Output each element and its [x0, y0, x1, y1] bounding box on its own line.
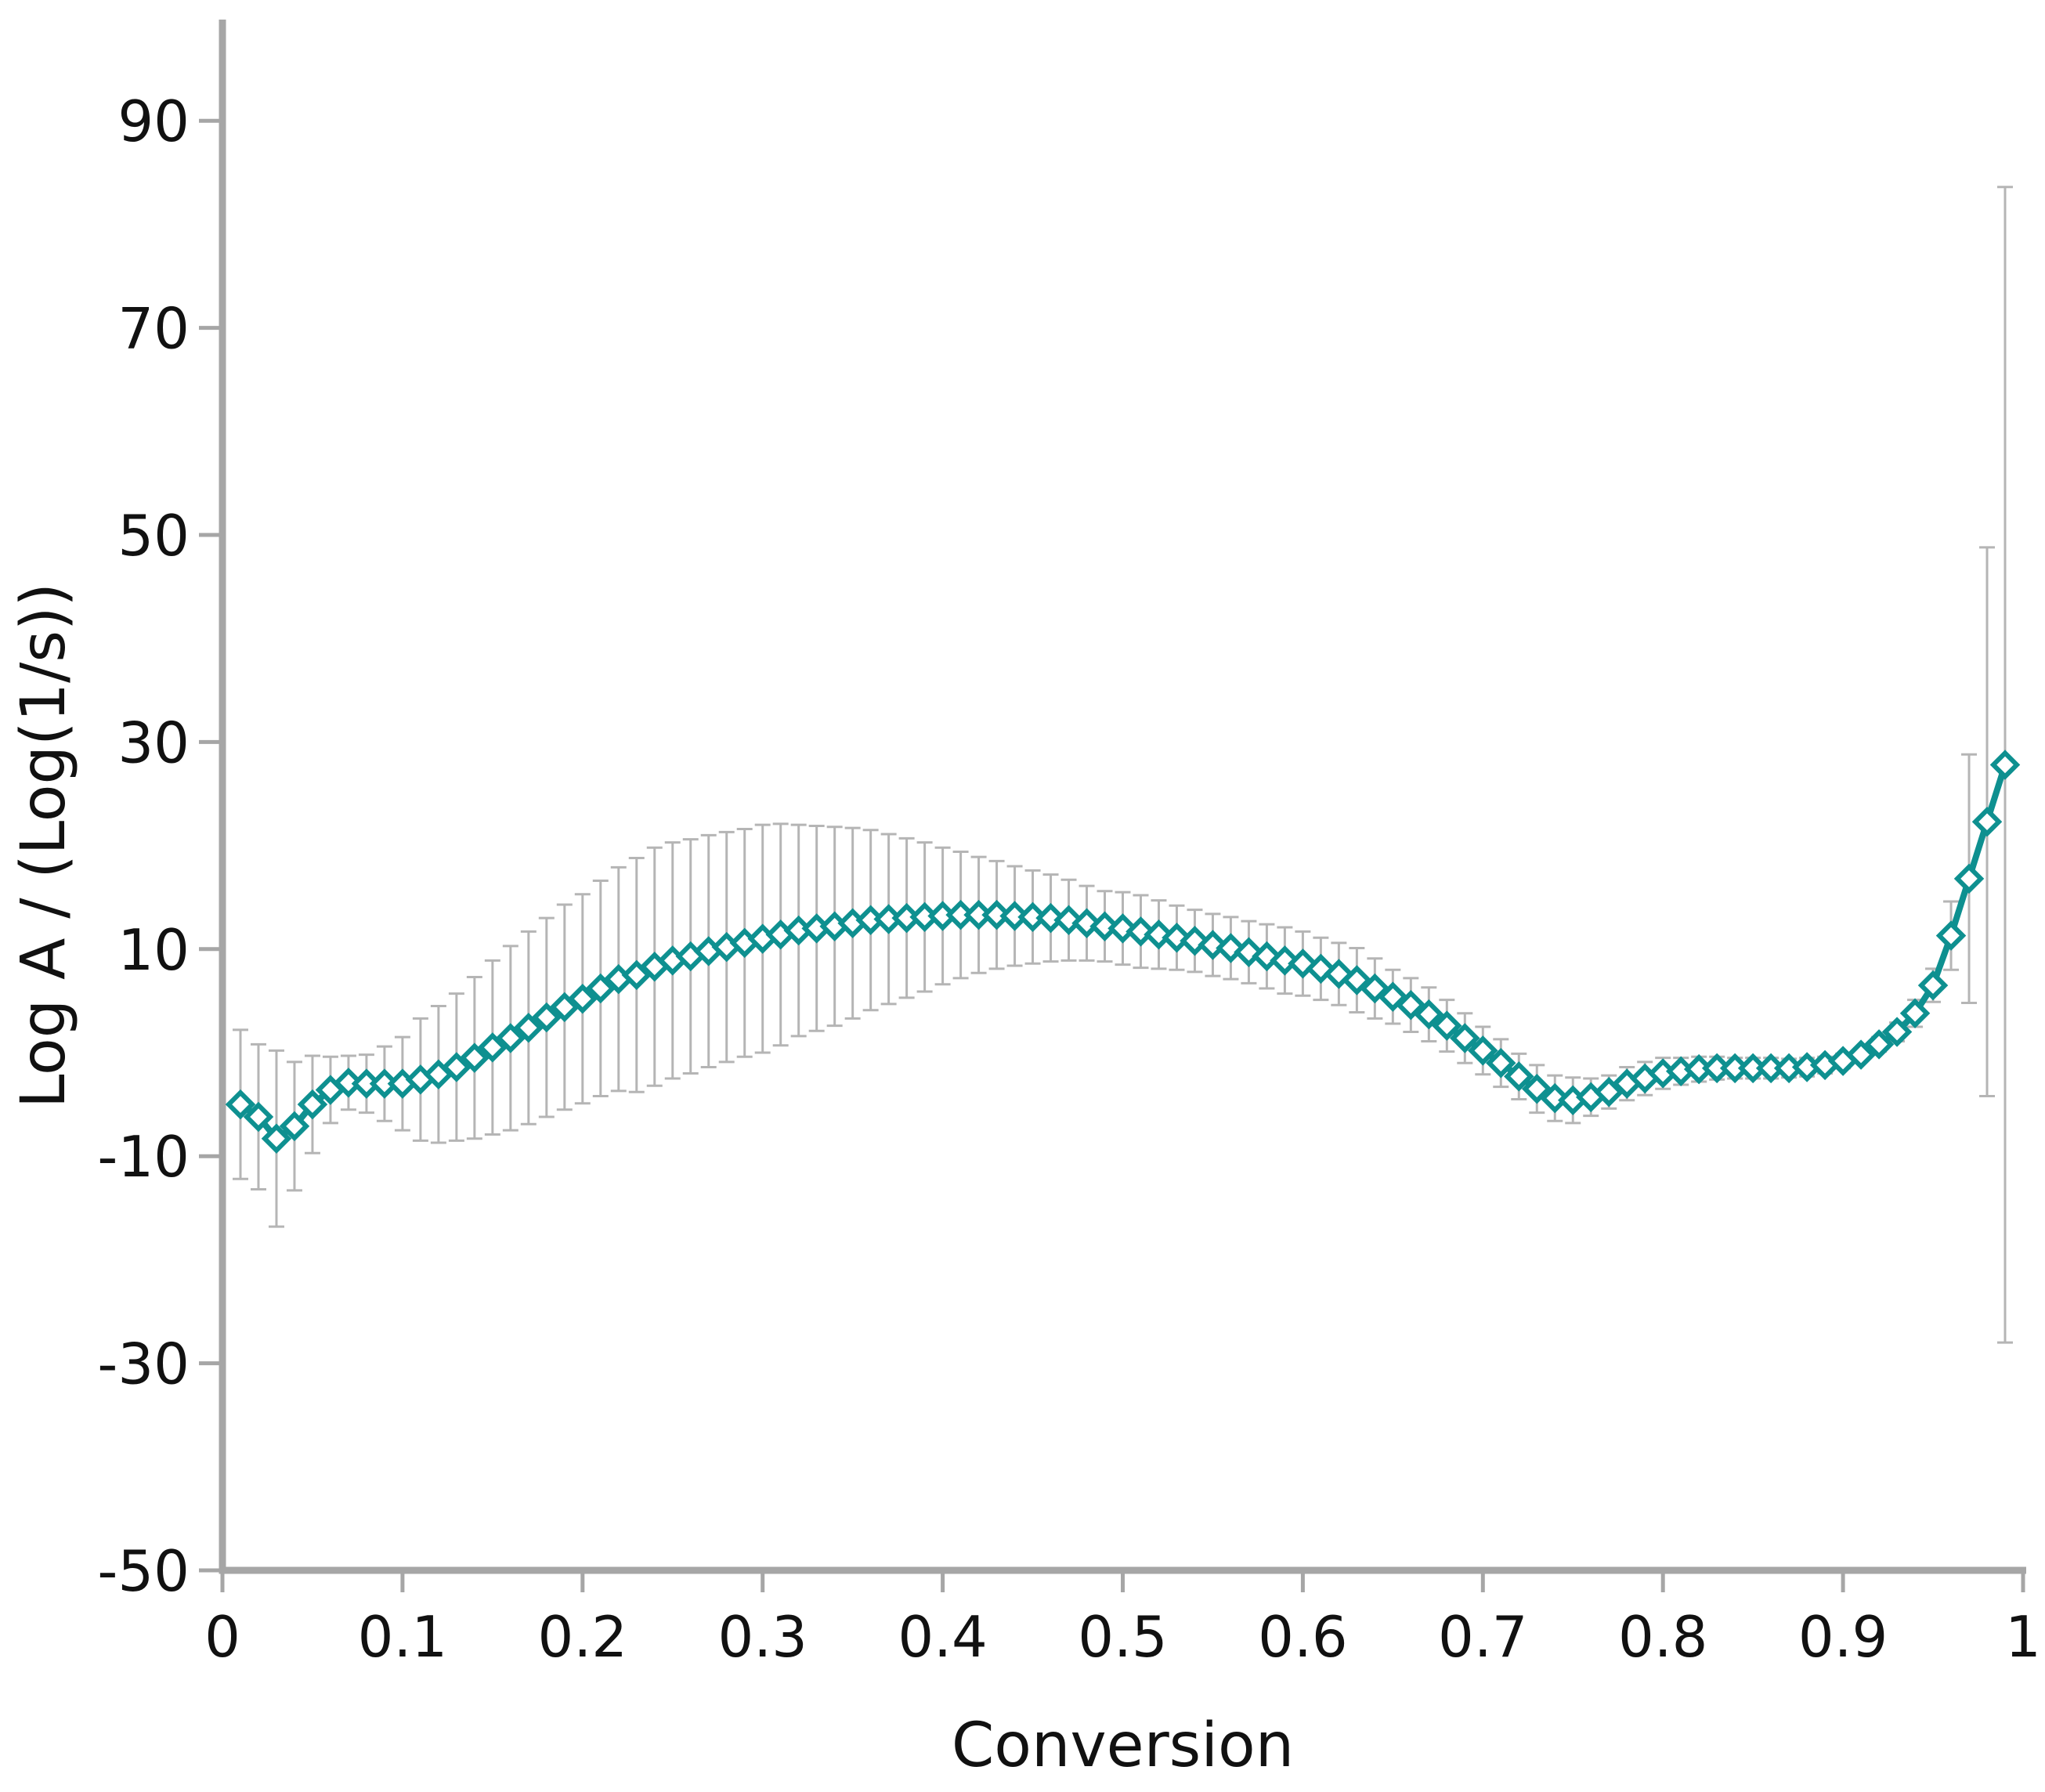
- data-point: [531, 1002, 562, 1033]
- data-point: [513, 1013, 544, 1043]
- data-point: [1504, 1061, 1534, 1092]
- y-tick-label: -10: [97, 1124, 190, 1190]
- data-point: [495, 1023, 526, 1053]
- x-tick-label: 0.9: [1798, 1604, 1888, 1670]
- data-point: [1414, 999, 1444, 1030]
- x-tick-label: 0.3: [717, 1604, 808, 1670]
- y-axis-title: Log A / (Log(1/s)): [9, 583, 79, 1108]
- data-markers: [225, 750, 2021, 1154]
- data-point: [1971, 806, 2003, 837]
- x-tick-label: 1: [2005, 1604, 2041, 1670]
- data-point: [225, 1089, 256, 1120]
- y-tick-label: -50: [97, 1538, 190, 1604]
- data-point: [1432, 1010, 1462, 1041]
- data-point: [333, 1068, 364, 1098]
- data-point: [261, 1123, 292, 1154]
- data-point: [279, 1111, 310, 1142]
- y-tick-label: 50: [117, 503, 190, 569]
- x-axis-ticks: 0 0.1 0.2 0.3 0.4 0.5 0.6 0.7 0.8 0.9 1: [204, 1570, 2041, 1670]
- data-point: [1017, 901, 1048, 933]
- data-point: [1486, 1047, 1516, 1078]
- data-point: [1989, 750, 2021, 780]
- data-point: [1089, 911, 1120, 941]
- data-point: [1540, 1082, 1570, 1114]
- data-point: [243, 1101, 274, 1133]
- data-point: [1917, 970, 1949, 1001]
- y-tick-label: 10: [117, 917, 190, 983]
- data-point: [297, 1089, 328, 1120]
- y-axis-ticks: -50 -30 -10 10 30 50 70 90: [97, 89, 222, 1604]
- data-point: [1396, 989, 1426, 1021]
- data-point: [1468, 1035, 1498, 1066]
- data-point: [567, 984, 598, 1014]
- x-tick-label: 0.2: [538, 1604, 628, 1670]
- data-point: [441, 1052, 472, 1082]
- data-point: [1953, 863, 1985, 894]
- data-point: [999, 901, 1030, 931]
- data-point: [459, 1042, 490, 1073]
- y-tick-label: 30: [117, 710, 190, 775]
- error-bars: [232, 186, 2014, 1344]
- data-point: [1899, 998, 1931, 1029]
- x-tick-label: 0.6: [1258, 1604, 1348, 1670]
- data-point: [1845, 1039, 1877, 1070]
- x-tick-label: 0.7: [1438, 1604, 1528, 1670]
- y-tick-label: 90: [117, 89, 190, 154]
- data-point: [585, 973, 616, 1004]
- data-point: [1881, 1017, 1913, 1047]
- data-point: [477, 1032, 508, 1063]
- x-tick-label: 0.1: [358, 1604, 448, 1670]
- data-point: [1863, 1029, 1895, 1060]
- data-point: [981, 899, 1012, 930]
- x-tick-label: 0: [204, 1604, 240, 1670]
- x-tick-label: 0.5: [1078, 1604, 1168, 1670]
- x-axis-title: Conversion: [952, 1711, 1294, 1781]
- x-tick-label: 0.4: [898, 1604, 988, 1670]
- y-tick-label: -30: [97, 1331, 190, 1397]
- data-point: [1035, 902, 1066, 934]
- data-point: [1450, 1023, 1480, 1053]
- x-tick-label: 0.8: [1618, 1604, 1708, 1670]
- data-point: [1522, 1074, 1552, 1104]
- data-point: [1935, 920, 1967, 951]
- y-tick-label: 70: [117, 296, 190, 362]
